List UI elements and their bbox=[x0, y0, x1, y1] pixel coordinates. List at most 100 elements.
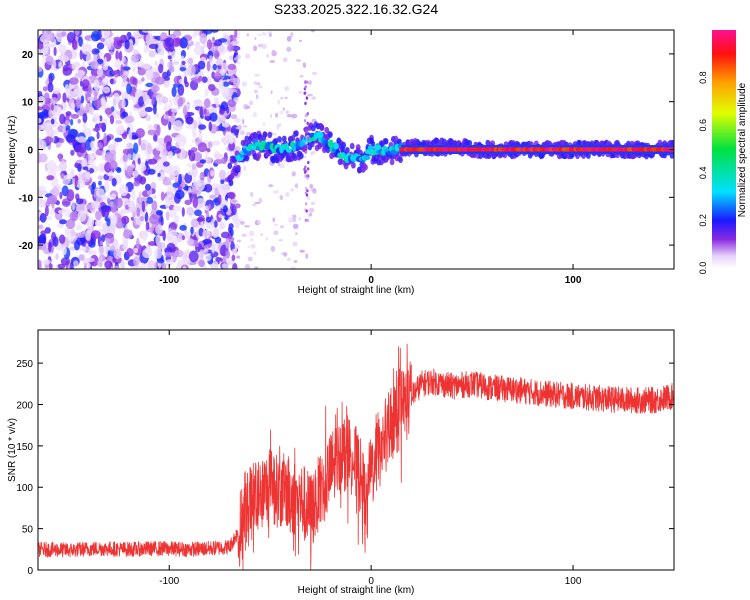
heatmap-noise-cell bbox=[220, 68, 226, 76]
heatmap-noise-cell bbox=[173, 75, 181, 85]
heatmap-noise-cell bbox=[91, 200, 101, 210]
heatmap-noise-cell bbox=[105, 238, 111, 248]
heatmap-noise-cell bbox=[81, 79, 90, 88]
heatmap-noise-cell bbox=[242, 118, 245, 125]
heatmap-noise-cell bbox=[199, 33, 208, 45]
heatmap-noise-cell bbox=[171, 86, 177, 98]
heatmap-noise-cell bbox=[306, 112, 309, 116]
heatmap-noise-cell bbox=[212, 186, 216, 198]
heatmap-noise-cell bbox=[225, 238, 230, 249]
heatmap-noise-cell bbox=[176, 263, 181, 269]
heatmap-ridge-halo bbox=[262, 131, 268, 138]
heatmap-noise-cell bbox=[121, 215, 130, 225]
heatmap-noise-cell bbox=[258, 197, 263, 204]
heatmap-noise-cell bbox=[203, 108, 207, 115]
heatmap-noise-cell bbox=[163, 76, 171, 81]
heatmap-noise-cell bbox=[45, 30, 53, 41]
heatmap-noise-cell bbox=[51, 186, 60, 198]
heatmap-noise-cell bbox=[85, 171, 91, 180]
heatmap-noise-cell bbox=[292, 214, 297, 218]
heatmap-ridge-halo bbox=[256, 152, 262, 159]
snr-x-tick-label: -100 bbox=[159, 576, 179, 587]
colorbar-tick-label: 0.4 bbox=[698, 167, 708, 180]
heatmap-noise-cell bbox=[183, 76, 188, 85]
heatmap-noise-cell bbox=[85, 103, 89, 112]
heatmap-noise-cell bbox=[38, 185, 47, 192]
heatmap-noise-cell bbox=[128, 129, 133, 141]
heatmap-noise-cell bbox=[70, 113, 80, 119]
heatmap-noise-cell bbox=[76, 198, 84, 205]
heatmap-noise-cell bbox=[241, 81, 247, 87]
heatmap-noise-cell bbox=[38, 138, 44, 150]
heatmap-noise-cell bbox=[193, 120, 198, 129]
heatmap-noise-cell bbox=[227, 63, 236, 70]
heatmap-noise-cell bbox=[171, 112, 176, 119]
heatmap-noise-cell bbox=[145, 221, 150, 231]
heatmap-noise-cell bbox=[111, 214, 118, 226]
heatmap-noise-cell bbox=[113, 265, 120, 269]
heatmap-noise-cell bbox=[282, 107, 286, 111]
heatmap-noise-cell bbox=[304, 165, 307, 169]
heatmap-noise-cell bbox=[95, 188, 105, 199]
heatmap-noise-cell bbox=[192, 197, 198, 209]
heatmap-noise-cell bbox=[113, 36, 122, 41]
heatmap-noise-cell bbox=[140, 142, 146, 151]
heatmap-noise-cell bbox=[111, 177, 117, 187]
snr-x-tick-label: 100 bbox=[565, 576, 582, 587]
heatmap-noise-cell bbox=[187, 65, 191, 76]
heatmap-noise-cell bbox=[38, 66, 43, 73]
heatmap-noise-cell bbox=[209, 194, 216, 199]
heatmap-noise-cell bbox=[52, 236, 59, 247]
heatmap-noise-cell bbox=[82, 246, 87, 252]
heatmap-noise-cell bbox=[187, 163, 192, 168]
heatmap-noise-cell bbox=[254, 201, 261, 204]
heatmap-noise-cell bbox=[121, 111, 128, 118]
heatmap-noise-cell bbox=[179, 37, 188, 49]
heatmap-ridge-halo bbox=[349, 142, 355, 150]
heatmap-noise-cell bbox=[109, 114, 115, 125]
heatmap-noise-cell bbox=[50, 209, 55, 216]
heatmap-noise-cell bbox=[269, 60, 276, 63]
heatmap-noise-cell bbox=[204, 98, 211, 109]
heatmap-noise-cell bbox=[172, 182, 180, 188]
heatmap-noise-cell bbox=[208, 84, 216, 92]
heatmap-noise-cell bbox=[211, 243, 215, 254]
heatmap-ridge-halo bbox=[344, 147, 350, 154]
heatmap-noise-cell bbox=[44, 205, 49, 217]
heatmap-noise-cell bbox=[290, 266, 296, 269]
heatmap-noise-cell bbox=[309, 184, 314, 189]
heatmap-noise-cell bbox=[244, 225, 250, 228]
heatmap-noise-cell bbox=[232, 262, 238, 269]
colorbar-tick-label: 0.8 bbox=[698, 71, 708, 84]
heatmap-noise-cell bbox=[132, 77, 138, 86]
heatmap-noise-cell bbox=[138, 96, 145, 107]
heatmap-noise-cell bbox=[147, 129, 157, 136]
heatmap-noise-cell bbox=[112, 113, 122, 120]
heatmap-noise-cell bbox=[66, 32, 76, 43]
heatmap-noise-cell bbox=[111, 70, 121, 75]
heatmap-noise-cell bbox=[59, 160, 68, 172]
heatmap-noise-cell bbox=[123, 229, 133, 239]
heatmap-noise-cell bbox=[124, 115, 135, 124]
heatmap-noise-cell bbox=[192, 99, 203, 105]
heatmap-noise-cell bbox=[38, 224, 44, 230]
heatmap-noise-cell bbox=[252, 111, 257, 118]
heatmap-noise-cell bbox=[156, 158, 165, 171]
heatmap-noise-cell bbox=[148, 43, 159, 50]
heatmap-noise-cell bbox=[245, 53, 251, 59]
heatmap-noise-cell bbox=[202, 43, 207, 48]
heatmap-noise-cell bbox=[166, 186, 173, 198]
heatmap-noise-cell bbox=[122, 148, 133, 155]
heatmap-noise-cell bbox=[263, 123, 265, 126]
heatmap-noise-cell bbox=[171, 37, 181, 48]
heatmap-noise-cell bbox=[196, 217, 204, 222]
heatmap-noise-cell bbox=[76, 236, 86, 246]
heatmap-noise-cell bbox=[305, 253, 309, 259]
heatmap-noise-cell bbox=[299, 249, 305, 253]
heatmap-noise-cell bbox=[188, 57, 194, 65]
heatmap-noise-cell bbox=[304, 85, 307, 89]
snr-y-ticks: 0 50 100 150 200 250 bbox=[16, 359, 674, 577]
heatmap-noise-cell bbox=[233, 57, 240, 61]
heatmap-noise-cell bbox=[97, 245, 108, 256]
heatmap-ridge-halo bbox=[244, 155, 250, 162]
